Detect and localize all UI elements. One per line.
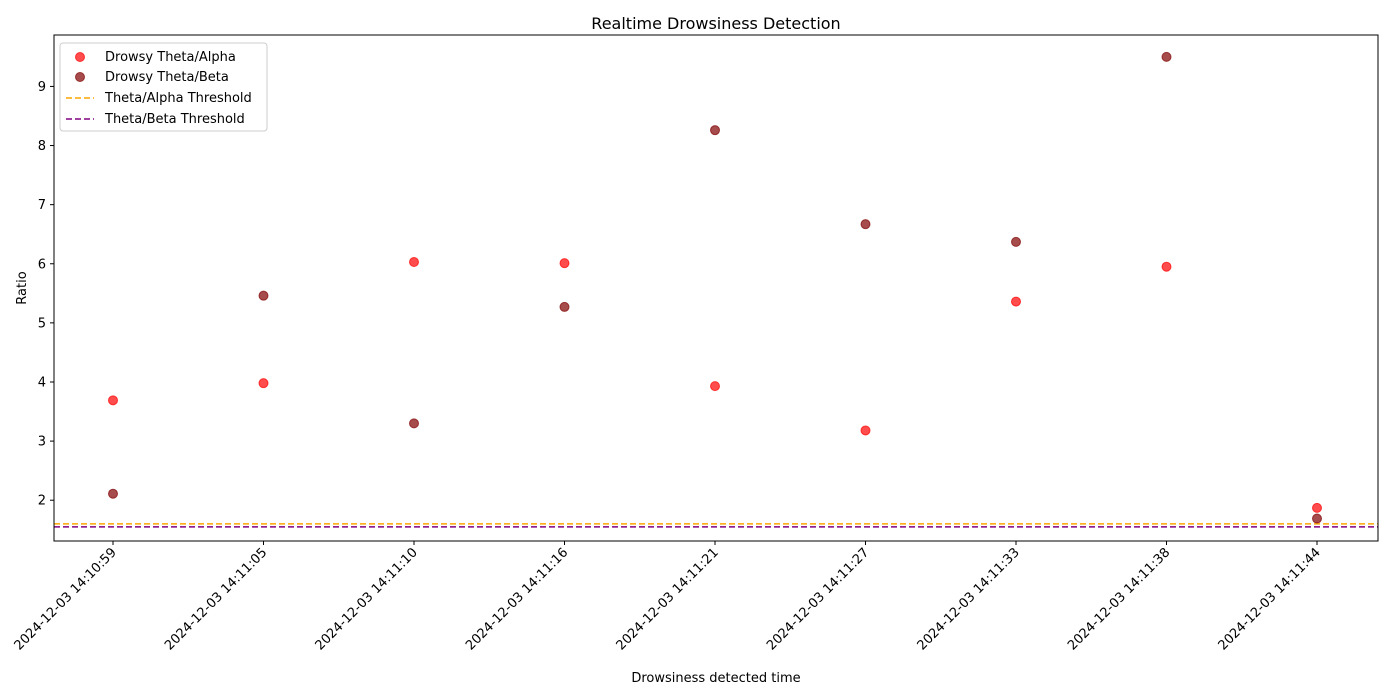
legend-label-theta-alpha: Drowsy Theta/Alpha xyxy=(105,50,236,65)
y-tick-label: 8 xyxy=(38,139,46,154)
point-series-0-1 xyxy=(258,378,269,389)
y-tick-label: 3 xyxy=(38,435,46,450)
y-tick-label: 9 xyxy=(38,80,46,95)
y-tick-label: 6 xyxy=(38,257,46,272)
point-series-1-7 xyxy=(1161,51,1172,62)
y-axis-label: Ratio xyxy=(15,271,30,304)
point-series-1-0 xyxy=(108,488,118,499)
legend-label-theta-beta: Drowsy Theta/Beta xyxy=(105,70,229,85)
marks-layer xyxy=(54,51,1378,528)
point-series-0-0 xyxy=(108,395,118,406)
point-series-0-8 xyxy=(1312,502,1322,513)
point-series-1-2 xyxy=(409,418,419,429)
legend-marker-theta-beta xyxy=(75,72,85,82)
point-series-0-6 xyxy=(1011,296,1021,307)
point-series-0-4 xyxy=(710,381,720,392)
y-tick-label: 7 xyxy=(38,198,46,213)
legend-label-alpha-threshold: Theta/Alpha Threshold xyxy=(104,91,252,106)
legend-box xyxy=(59,42,268,132)
plot-frame xyxy=(53,34,1379,542)
x-axis-label: Drowsiness detected time xyxy=(631,671,800,686)
point-series-1-5 xyxy=(860,219,871,230)
point-series-0-2 xyxy=(409,256,419,267)
legend: Drowsy Theta/Alpha Drowsy Theta/Beta The… xyxy=(59,42,268,132)
point-series-0-7 xyxy=(1161,261,1172,272)
point-series-1-6 xyxy=(1011,236,1021,247)
y-axis: 2 3 4 5 6 7 8 9 xyxy=(38,80,54,509)
y-tick-label: 4 xyxy=(38,375,46,390)
y-tick-label: 2 xyxy=(38,494,46,509)
legend-label-beta-threshold: Theta/Beta Threshold xyxy=(104,112,245,127)
legend-marker-theta-alpha xyxy=(75,52,85,62)
point-series-0-3 xyxy=(559,258,570,269)
chart-title: Realtime Drowsiness Detection xyxy=(591,14,840,33)
point-series-1-3 xyxy=(559,301,570,312)
y-tick-label: 5 xyxy=(38,316,46,331)
point-series-1-8 xyxy=(1312,513,1322,524)
point-series-0-5 xyxy=(860,425,871,436)
point-series-1-1 xyxy=(258,290,269,301)
point-series-1-4 xyxy=(710,125,720,136)
